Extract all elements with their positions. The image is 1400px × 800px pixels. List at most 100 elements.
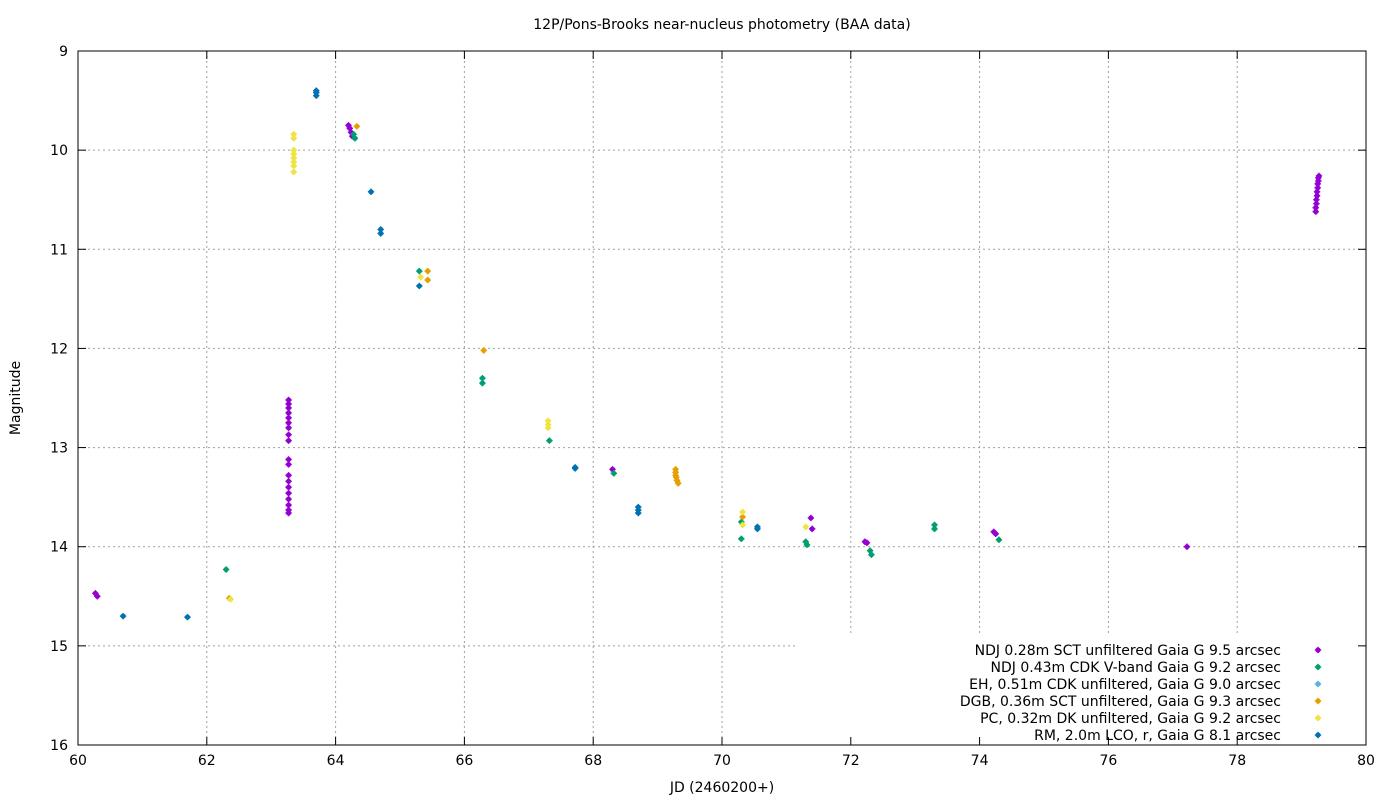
data-point <box>290 131 297 138</box>
y-tick-label: 14 <box>50 540 68 556</box>
data-point <box>377 230 384 237</box>
data-point <box>285 509 292 517</box>
legend-label: PC, 0.32m DK unfiltered, Gaia G 9.2 arcs… <box>980 711 1281 727</box>
legend-marker <box>1314 714 1322 722</box>
legend-label: NDJ 0.43m CDK V-band Gaia G 9.2 arcsec <box>991 660 1281 676</box>
data-point <box>995 536 1003 543</box>
series-0 <box>92 122 1323 600</box>
legend-label: RM, 2.0m LCO, r, Gaia G 8.1 arcsec <box>1034 728 1281 744</box>
data-point <box>739 508 746 516</box>
data-point <box>184 613 191 621</box>
data-point <box>571 465 579 472</box>
series-4 <box>227 131 809 603</box>
data-point <box>285 437 292 444</box>
y-tick-label: 16 <box>50 738 68 754</box>
x-tick-label: 68 <box>584 753 602 769</box>
data-point <box>377 226 384 233</box>
data-point <box>367 188 375 195</box>
y-tick-label: 15 <box>50 639 68 655</box>
data-point <box>1315 172 1323 180</box>
legend: NDJ 0.28m SCT unfiltered Gaia G 9.5 arcs… <box>960 643 1322 744</box>
legend-marker <box>1314 697 1322 705</box>
x-tick-label: 64 <box>327 753 345 769</box>
data-point <box>416 282 423 290</box>
data-point <box>416 267 423 275</box>
data-point <box>119 612 127 620</box>
legend-marker <box>1314 646 1322 654</box>
data-point <box>285 472 292 479</box>
data-point <box>1313 192 1321 199</box>
data-point <box>290 168 297 176</box>
y-tick-label: 9 <box>59 44 68 60</box>
data-point <box>480 347 487 354</box>
data-point <box>868 551 875 558</box>
data-point <box>424 267 431 275</box>
data-point <box>738 535 745 542</box>
data-point <box>285 404 292 412</box>
data-point <box>992 530 999 538</box>
data-point <box>1183 543 1191 550</box>
legend-marker <box>1314 680 1322 688</box>
chart-title: 12P/Pons-Brooks near-nucleus photometry … <box>533 17 910 33</box>
data-point <box>290 135 297 142</box>
data-point <box>479 379 486 387</box>
data-point <box>285 431 292 438</box>
legend-label: EH, 0.51m CDK unfiltered, Gaia G 9.0 arc… <box>969 677 1281 693</box>
data-point <box>290 162 297 170</box>
series-5 <box>119 87 761 621</box>
data-point <box>802 523 809 531</box>
data-point <box>546 437 553 444</box>
data-point <box>424 276 431 284</box>
data-point <box>635 509 642 517</box>
data-point <box>803 541 811 548</box>
data-point <box>351 135 359 142</box>
data-point <box>285 495 292 503</box>
data-point <box>227 596 234 603</box>
data-point <box>807 514 815 522</box>
data-point <box>285 478 292 485</box>
grid-layer <box>78 51 1366 745</box>
legend-background <box>798 634 1365 744</box>
data-point <box>754 525 761 533</box>
data-point <box>285 424 292 431</box>
y-axis-title: Magnitude <box>8 361 24 435</box>
x-tick-label: 66 <box>455 753 473 769</box>
legend-label: NDJ 0.28m SCT unfiltered Gaia G 9.5 arcs… <box>975 643 1281 659</box>
x-tick-label: 74 <box>971 753 989 769</box>
x-tick-label: 80 <box>1357 753 1375 769</box>
series-1 <box>222 131 1003 573</box>
data-point <box>222 566 230 573</box>
data-point <box>863 539 871 546</box>
y-tick-label: 13 <box>50 441 68 457</box>
x-tick-label: 70 <box>713 753 731 769</box>
legend-label: DGB, 0.36m SCT unfiltered, Gaia G 9.3 ar… <box>960 694 1281 710</box>
y-tick-label: 11 <box>50 242 68 258</box>
x-tick-label: 76 <box>1099 753 1117 769</box>
data-point <box>353 123 361 130</box>
data-point <box>675 480 682 487</box>
data-point <box>285 489 292 497</box>
legend-marker <box>1314 663 1322 671</box>
data-point <box>285 461 292 468</box>
data-point <box>739 521 746 529</box>
data-point <box>610 470 618 477</box>
ticks-layer: 60 62 64 66 68 70 72 74 76 78 80 9 10 11 12 13 14 15 16 <box>50 44 1375 769</box>
data-point <box>808 525 816 533</box>
legend-marker <box>1314 731 1322 739</box>
data-point <box>313 92 320 99</box>
data-point <box>285 484 292 491</box>
data-point <box>285 396 292 404</box>
data-point <box>544 424 552 431</box>
x-tick-label: 78 <box>1228 753 1246 769</box>
y-tick-label: 10 <box>50 143 68 159</box>
y-tick-label: 12 <box>50 341 68 357</box>
data-point <box>290 154 297 162</box>
data-point <box>931 525 938 533</box>
data-point <box>739 513 746 521</box>
x-tick-label: 60 <box>69 753 87 769</box>
data-point <box>94 593 101 600</box>
series-3 <box>226 123 746 602</box>
x-tick-label: 62 <box>198 753 216 769</box>
data-point <box>417 273 424 281</box>
